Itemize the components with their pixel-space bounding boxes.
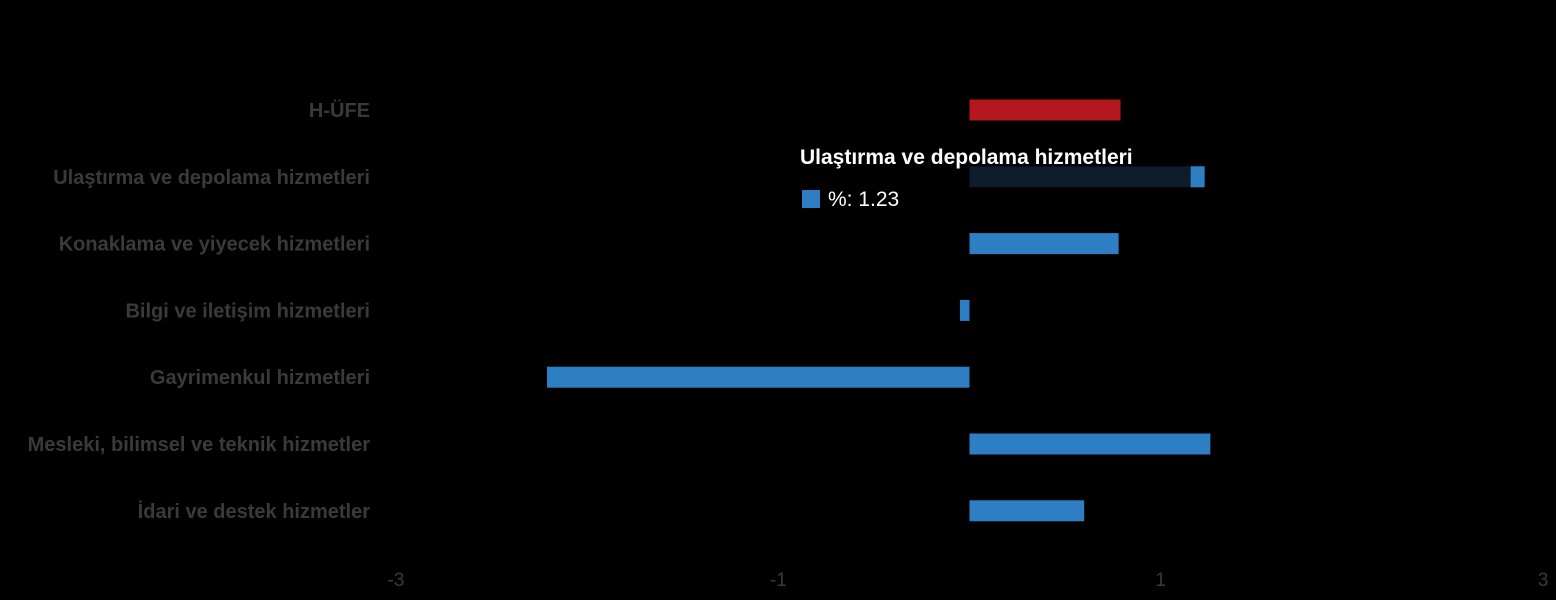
category-label: Konaklama ve yiyecek hizmetleri xyxy=(59,234,370,256)
bar[interactable] xyxy=(969,233,1119,255)
tooltip-band xyxy=(969,166,1205,188)
bar[interactable] xyxy=(969,500,1085,522)
category-label: Gayrimenkul hizmetleri xyxy=(150,367,370,389)
x-axis-ticks: -3 -1 1 3 xyxy=(388,570,1549,591)
x-tick-label: -1 xyxy=(770,570,787,591)
x-tick-label: 1 xyxy=(1155,570,1166,591)
x-tick-label: -3 xyxy=(388,570,405,591)
bar[interactable] xyxy=(547,366,970,388)
category-labels: H-ÜFE Ulaştırma ve depolama hizmetleri Kon… xyxy=(28,99,371,523)
category-label: Bilgi ve iletişim hizmetleri xyxy=(125,300,370,322)
category-label: H-ÜFE xyxy=(309,99,370,122)
bar[interactable] xyxy=(969,433,1211,455)
category-label: Mesleki, bilimsel ve teknik hizmetler xyxy=(28,434,371,456)
bars xyxy=(547,99,1211,522)
category-label: Ulaştırma ve depolama hizmetleri xyxy=(53,167,370,189)
bar[interactable] xyxy=(1190,166,1205,188)
tooltip: Ulaştırma ve depolama hizmetleri %: 1.23 xyxy=(800,146,1133,211)
bar[interactable] xyxy=(969,99,1121,121)
category-label: İdari ve destek hizmetler xyxy=(138,500,371,523)
tooltip-title: Ulaştırma ve depolama hizmetleri xyxy=(800,146,1133,169)
bar[interactable] xyxy=(959,299,970,321)
x-tick-label: 3 xyxy=(1538,570,1549,591)
tooltip-background xyxy=(969,166,1205,188)
tooltip-value: %: 1.23 xyxy=(828,188,899,211)
tooltip-series-marker xyxy=(802,190,820,208)
